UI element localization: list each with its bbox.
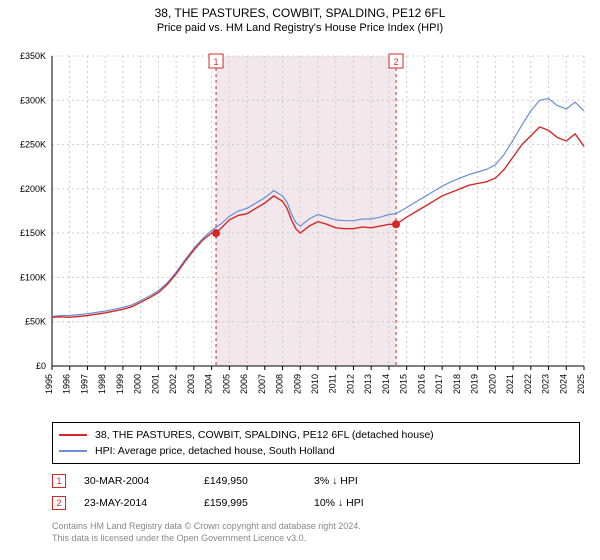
- svg-text:2001: 2001: [150, 374, 160, 394]
- transaction-pct: 3% ↓ HPI: [314, 475, 404, 487]
- chart-plot: £0 £50K £100K £150K £200K £250K £300K £350K 1995…: [0, 36, 600, 416]
- svg-text:2013: 2013: [363, 374, 373, 394]
- transaction-pct-value: 10%: [314, 497, 335, 509]
- svg-text:£350K: £350K: [20, 51, 46, 61]
- svg-text:2006: 2006: [239, 374, 249, 394]
- svg-text:2007: 2007: [257, 374, 267, 394]
- svg-text:2002: 2002: [168, 374, 178, 394]
- svg-text:£300K: £300K: [20, 95, 46, 105]
- chart-svg: £0 £50K £100K £150K £200K £250K £300K £350K 1995…: [0, 36, 600, 416]
- svg-text:2023: 2023: [541, 374, 551, 394]
- transaction-badge-number: 1: [56, 476, 61, 486]
- legend-row: 38, THE PASTURES, COWBIT, SPALDING, PE12…: [59, 427, 573, 443]
- svg-text:2021: 2021: [505, 374, 515, 394]
- transaction-badge-icon: 1: [52, 474, 66, 488]
- svg-text:2024: 2024: [558, 374, 568, 394]
- svg-text:2017: 2017: [434, 374, 444, 394]
- svg-text:£100K: £100K: [20, 272, 46, 282]
- svg-text:2008: 2008: [275, 374, 285, 394]
- svg-text:£150K: £150K: [20, 228, 46, 238]
- svg-text:£50K: £50K: [25, 317, 46, 327]
- chart-container: { "title": { "line1": "38, THE PASTURES,…: [0, 0, 600, 552]
- transaction-date: 23-MAY-2014: [84, 497, 204, 509]
- svg-text:2025: 2025: [576, 374, 586, 394]
- chart-title: 38, THE PASTURES, COWBIT, SPALDING, PE12…: [0, 6, 600, 20]
- svg-text:2015: 2015: [399, 374, 409, 394]
- footer: Contains HM Land Registry data © Crown c…: [52, 520, 580, 552]
- svg-text:£250K: £250K: [20, 140, 46, 150]
- svg-text:2004: 2004: [204, 374, 214, 394]
- svg-text:1998: 1998: [97, 374, 107, 394]
- transaction-row: 2 23-MAY-2014 £159,995 10% ↓ HPI: [52, 492, 580, 514]
- svg-text:2005: 2005: [221, 374, 231, 394]
- transaction-badge-number: 2: [56, 498, 61, 508]
- svg-text:2010: 2010: [310, 374, 320, 394]
- title-block: 38, THE PASTURES, COWBIT, SPALDING, PE12…: [0, 0, 600, 36]
- transaction-price: £149,950: [204, 475, 314, 487]
- svg-text:1999: 1999: [115, 374, 125, 394]
- svg-text:2014: 2014: [381, 374, 391, 394]
- chart-subtitle: Price paid vs. HM Land Registry's House …: [0, 22, 600, 34]
- transaction-pct: 10% ↓ HPI: [314, 497, 404, 509]
- svg-text:2018: 2018: [452, 374, 462, 394]
- legend-row: HPI: Average price, detached house, Sout…: [59, 443, 573, 459]
- transaction-badge-icon: 2: [52, 496, 66, 510]
- svg-text:1996: 1996: [62, 374, 72, 394]
- footer-line: This data is licensed under the Open Gov…: [52, 532, 580, 544]
- svg-text:2011: 2011: [328, 374, 338, 393]
- transaction-row: 1 30-MAR-2004 £149,950 3% ↓ HPI: [52, 470, 580, 492]
- svg-text:1995: 1995: [44, 374, 54, 394]
- svg-text:2016: 2016: [416, 374, 426, 394]
- svg-text:2000: 2000: [133, 374, 143, 394]
- legend-label: 38, THE PASTURES, COWBIT, SPALDING, PE12…: [95, 429, 434, 441]
- transaction-suffix: HPI: [346, 497, 364, 509]
- transaction-price: £159,995: [204, 497, 314, 509]
- svg-text:1: 1: [214, 57, 219, 67]
- svg-text:2003: 2003: [186, 374, 196, 394]
- legend-swatch-icon: [59, 450, 87, 452]
- transaction-pct-value: 3%: [314, 475, 329, 487]
- transaction-date: 30-MAR-2004: [84, 475, 204, 487]
- svg-text:2019: 2019: [470, 374, 480, 394]
- svg-text:2012: 2012: [345, 374, 355, 394]
- legend: 38, THE PASTURES, COWBIT, SPALDING, PE12…: [52, 422, 580, 464]
- arrow-down-icon: ↓: [338, 497, 343, 509]
- svg-text:2009: 2009: [292, 374, 302, 394]
- svg-text:2022: 2022: [523, 374, 533, 394]
- legend-label: HPI: Average price, detached house, Sout…: [95, 445, 335, 457]
- legend-swatch-icon: [59, 434, 87, 436]
- arrow-down-icon: ↓: [332, 475, 337, 487]
- svg-text:2020: 2020: [487, 374, 497, 394]
- transaction-suffix: HPI: [340, 475, 358, 487]
- footer-line: Contains HM Land Registry data © Crown c…: [52, 520, 580, 532]
- svg-text:£0: £0: [36, 361, 46, 371]
- transaction-table: 1 30-MAR-2004 £149,950 3% ↓ HPI 2 23-MAY…: [52, 470, 580, 514]
- svg-text:1997: 1997: [79, 374, 89, 394]
- svg-text:£200K: £200K: [20, 184, 46, 194]
- svg-text:2: 2: [394, 57, 399, 67]
